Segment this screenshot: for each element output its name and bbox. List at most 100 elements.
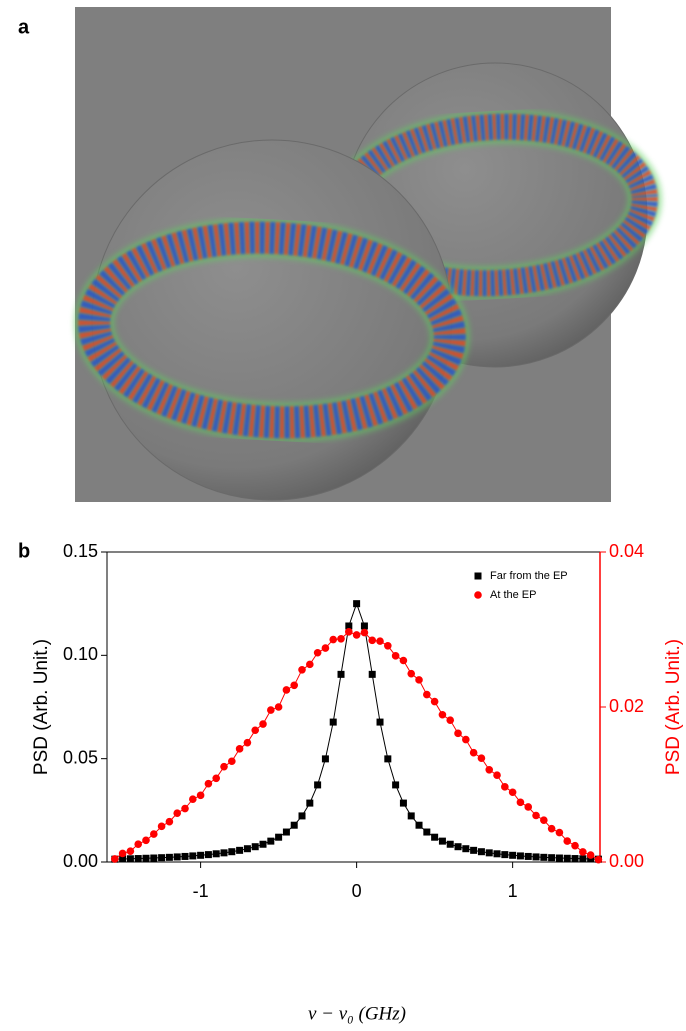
fit-line bbox=[114, 602, 599, 860]
data-point bbox=[470, 846, 478, 854]
data-point bbox=[431, 833, 439, 841]
data-point bbox=[134, 855, 142, 863]
data-point bbox=[173, 809, 182, 817]
data-point bbox=[555, 828, 564, 837]
data-point bbox=[493, 850, 501, 858]
data-point bbox=[384, 641, 392, 650]
data-point bbox=[142, 854, 150, 862]
data-point bbox=[259, 840, 267, 848]
data-point bbox=[298, 812, 306, 820]
data-point bbox=[212, 850, 220, 858]
data-point bbox=[126, 847, 135, 855]
data-point bbox=[165, 817, 174, 826]
data-point bbox=[298, 666, 306, 674]
data-point bbox=[399, 799, 407, 807]
data-point bbox=[501, 851, 509, 859]
data-point bbox=[508, 788, 517, 797]
data-point bbox=[462, 845, 470, 853]
data-point bbox=[594, 855, 603, 864]
y-axis-label: PSD (Arb. Unit.) bbox=[31, 639, 52, 775]
data-point bbox=[524, 852, 532, 860]
data-point bbox=[509, 851, 517, 859]
data-point bbox=[197, 851, 205, 859]
data-point bbox=[329, 635, 338, 644]
x-tick-label: 1 bbox=[508, 881, 518, 901]
data-point bbox=[337, 670, 345, 678]
data-point bbox=[368, 670, 376, 678]
data-point bbox=[540, 816, 548, 824]
data-point bbox=[555, 854, 563, 862]
y2-tick-label: 0.00 bbox=[609, 851, 644, 871]
data-point bbox=[407, 812, 415, 820]
data-point bbox=[446, 716, 455, 724]
legend-marker bbox=[474, 591, 482, 599]
data-point bbox=[267, 706, 275, 714]
data-point bbox=[306, 660, 314, 669]
data-point bbox=[337, 635, 345, 643]
data-point bbox=[524, 803, 533, 811]
data-point bbox=[313, 648, 322, 657]
data-point bbox=[165, 853, 173, 861]
data-point bbox=[314, 781, 322, 789]
data-point bbox=[329, 718, 337, 726]
data-point bbox=[275, 833, 283, 841]
data-point bbox=[516, 852, 524, 860]
panel-a-image bbox=[74, 7, 662, 502]
data-point bbox=[415, 821, 423, 829]
fit-line bbox=[114, 631, 599, 861]
data-point bbox=[501, 783, 509, 791]
y2-axis-label: PSD (Arb. Unit.) bbox=[663, 639, 684, 775]
data-point bbox=[290, 681, 299, 690]
data-point bbox=[345, 628, 353, 636]
data-point bbox=[430, 697, 439, 706]
legend-marker bbox=[474, 572, 482, 580]
data-point bbox=[251, 726, 260, 735]
data-point bbox=[547, 824, 556, 833]
legend-label: Far from the EP bbox=[490, 570, 568, 582]
data-point bbox=[274, 703, 283, 711]
data-point bbox=[493, 771, 501, 779]
data-point bbox=[399, 656, 408, 665]
data-point bbox=[454, 729, 462, 738]
data-point bbox=[423, 828, 431, 836]
legend-label: At the EP bbox=[490, 589, 536, 601]
data-point bbox=[158, 854, 166, 862]
data-point bbox=[532, 853, 540, 861]
data-point bbox=[196, 791, 205, 800]
y-tick-label: 0.10 bbox=[63, 644, 98, 664]
data-point bbox=[189, 852, 197, 860]
data-point bbox=[391, 652, 400, 660]
data-point bbox=[360, 628, 369, 637]
data-point bbox=[306, 799, 314, 807]
data-point bbox=[220, 849, 228, 857]
data-point bbox=[243, 845, 251, 853]
data-point bbox=[392, 781, 400, 789]
data-point bbox=[516, 798, 525, 807]
data-point bbox=[282, 686, 291, 694]
data-point bbox=[423, 690, 431, 699]
x-tick-label: -1 bbox=[193, 881, 209, 901]
data-point bbox=[259, 720, 267, 728]
data-point bbox=[407, 669, 416, 678]
x-tick-label: 0 bbox=[352, 881, 362, 901]
data-point bbox=[438, 837, 446, 845]
data-point bbox=[579, 848, 587, 856]
data-point bbox=[236, 846, 244, 854]
data-point bbox=[571, 841, 579, 850]
data-point bbox=[321, 644, 330, 652]
data-point bbox=[540, 853, 548, 861]
data-point bbox=[352, 631, 361, 639]
data-point bbox=[485, 849, 493, 857]
data-point bbox=[119, 855, 127, 863]
data-point bbox=[204, 851, 212, 859]
y-tick-label: 0.05 bbox=[63, 747, 98, 767]
data-point bbox=[251, 843, 259, 851]
data-point bbox=[384, 755, 392, 763]
data-point bbox=[571, 855, 579, 863]
data-point bbox=[111, 855, 119, 863]
data-point bbox=[586, 851, 595, 859]
data-point bbox=[235, 745, 244, 753]
y2-tick-label: 0.02 bbox=[609, 696, 644, 716]
